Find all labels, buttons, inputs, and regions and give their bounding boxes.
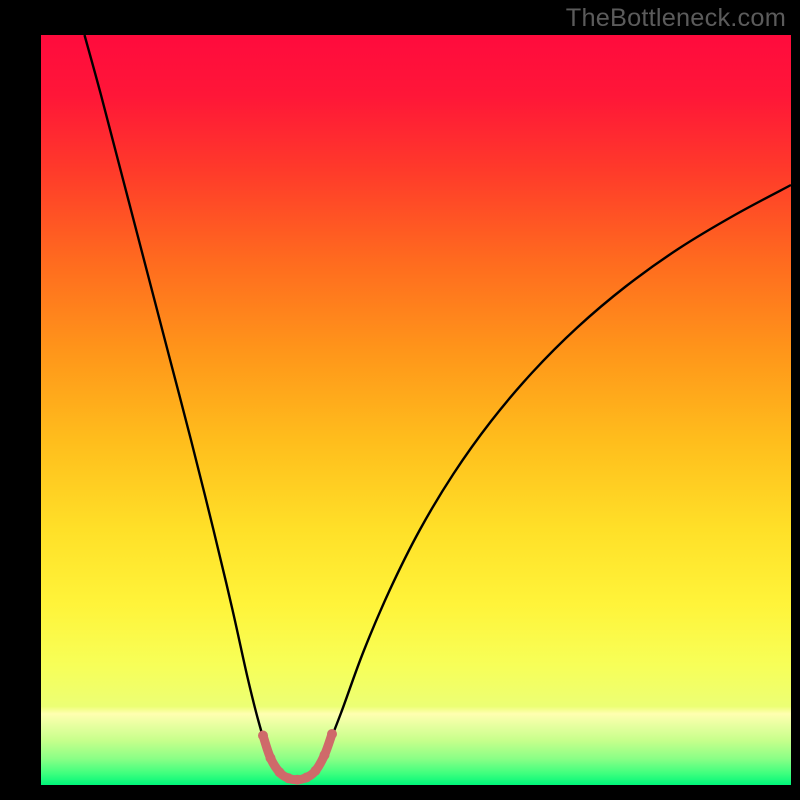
plot-gradient-background [41,35,791,785]
watermark-text: TheBottleneck.com [566,4,786,33]
